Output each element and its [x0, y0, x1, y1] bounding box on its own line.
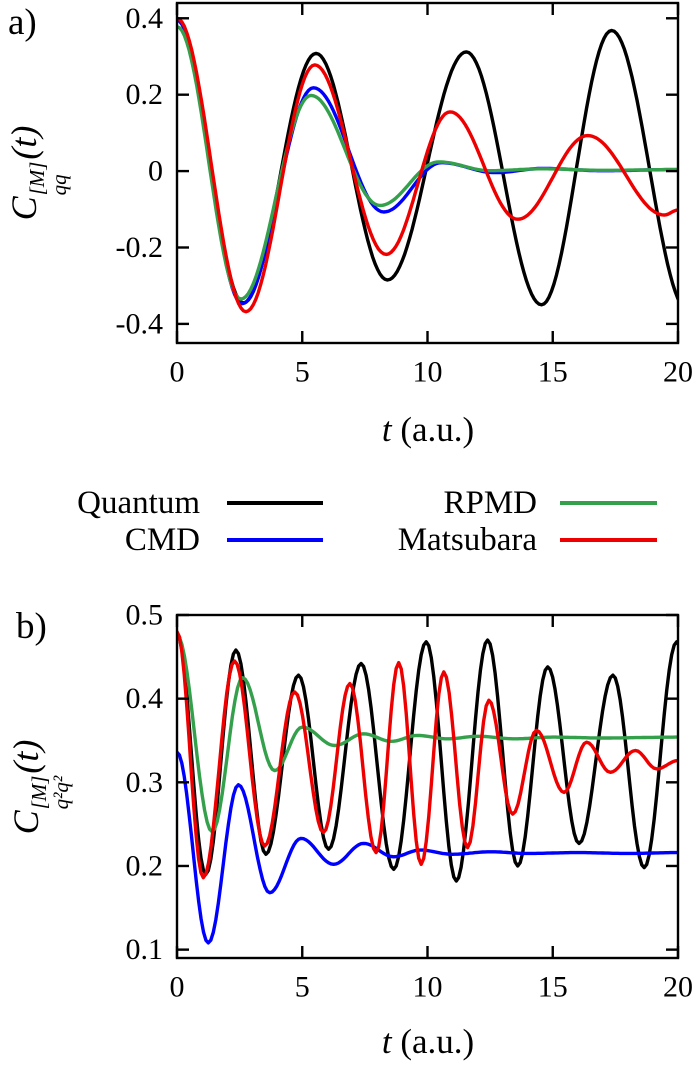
curve-matsubara-a — [177, 16, 678, 314]
legend-swatch-quantum — [227, 501, 323, 505]
y-tick-label-b: 0.2 — [126, 849, 164, 882]
x-tick-label-b: 10 — [413, 971, 443, 1004]
x-tick-label-a: 15 — [538, 356, 568, 389]
x-tick-label-b: 0 — [170, 971, 185, 1004]
panel-b-label: b) — [16, 606, 47, 647]
y-tick-label-a: -0.2 — [116, 231, 164, 264]
y-tick-label-a: 0 — [148, 155, 163, 188]
x-tick-label-a: 5 — [295, 356, 310, 389]
y-tick-label-b: 0.3 — [126, 766, 164, 799]
y-tick-label-a: 0.4 — [126, 2, 164, 35]
legend-label-cmd: CMD — [124, 522, 200, 558]
plot-a-y-axis-label: C [M] qq (t) — [3, 23, 71, 323]
x-tick-label-b: 20 — [663, 971, 693, 1004]
x-tick-label-a: 0 — [170, 356, 185, 389]
x-tick-label-a: 10 — [413, 356, 443, 389]
x-tick-label-b: 5 — [295, 971, 310, 1004]
curve-matsubara-b — [177, 630, 678, 880]
plot-b-x-axis-label: t (a.u.) — [268, 1024, 588, 1059]
plot-a: 0 5 10 15 20 0.4 0.2 0 -0.2 -0.4 — [116, 2, 694, 389]
plot-b-y-axis-label: C [M] q²q² (t) — [5, 637, 73, 937]
y-tick-label-b: 0.5 — [126, 599, 164, 632]
y-tick-label-a: -0.4 — [116, 307, 164, 340]
ylabel-b-superscript: [M] — [27, 775, 52, 810]
xlabel-a-var: t — [381, 410, 392, 449]
legend-label-matsubara: Matsubara — [397, 522, 537, 558]
ylabel-a-arg: (t) — [3, 125, 44, 160]
curve-quantum-b — [177, 631, 678, 883]
ylabel-a-scripts: [M] qq — [25, 161, 71, 196]
ylabel-b-subscript: q²q² — [48, 775, 73, 810]
y-tick-label-a: 0.2 — [126, 78, 164, 111]
xlabel-b-units: (a.u.) — [391, 1022, 475, 1061]
xlabel-a-units: (a.u.) — [391, 410, 475, 449]
ylabel-b-scripts: [M] q²q² — [27, 775, 73, 810]
legend-swatch-cmd — [227, 538, 323, 542]
y-tick-label-b: 0.4 — [126, 682, 164, 715]
legend-swatch-rpmd — [560, 501, 657, 505]
x-tick-label-a: 20 — [663, 356, 693, 389]
xlabel-b-var: t — [381, 1022, 392, 1061]
legend-label-rpmd: RPMD — [443, 485, 537, 521]
ylabel-a-superscript: [M] — [25, 161, 50, 196]
plot-b: 0 5 10 15 20 0.5 0.4 0.3 0.2 0.1 — [126, 599, 694, 1004]
panel-a-label: a) — [8, 2, 37, 43]
legend-label-quantum: Quantum — [77, 485, 200, 521]
curve-rpmd-b — [177, 633, 678, 834]
ylabel-a-base: C — [3, 196, 44, 221]
curve-rpmd-a — [177, 25, 678, 301]
ylabel-b-base: C — [5, 810, 46, 835]
ylabel-b-arg: (t) — [5, 739, 46, 774]
y-tick-label-b: 0.1 — [126, 933, 164, 966]
ylabel-a-subscript: qq — [46, 174, 71, 196]
plot-a-x-axis-label: t (a.u.) — [268, 412, 588, 447]
x-tick-label-b: 15 — [538, 971, 568, 1004]
legend-swatch-matsubara — [560, 538, 657, 542]
